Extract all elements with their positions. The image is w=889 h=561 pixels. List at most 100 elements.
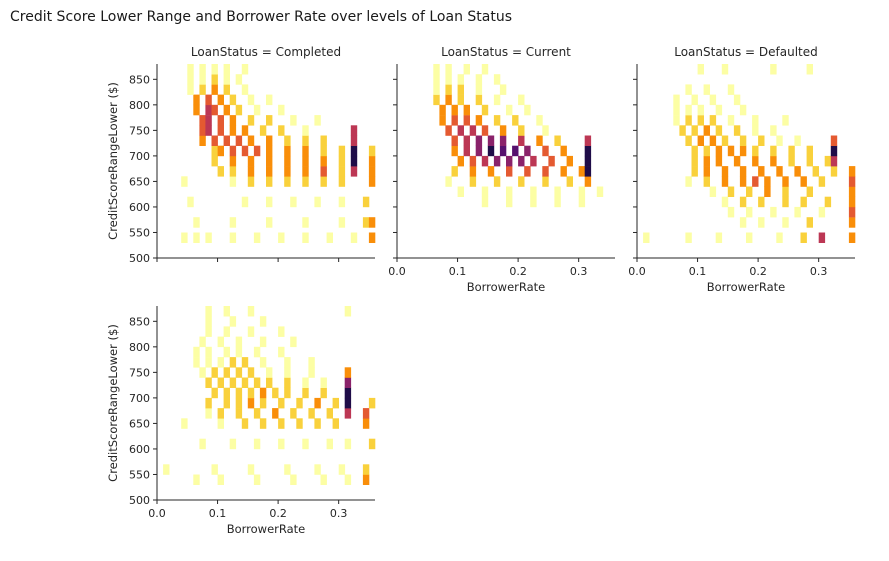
heatmap-cell: [338, 145, 346, 157]
heatmap-cell: [187, 74, 194, 85]
heatmap-cell: [362, 196, 370, 208]
heatmap-cell: [445, 64, 452, 75]
heatmap-cell: [278, 397, 285, 409]
heatmap-cell: [193, 474, 200, 485]
facet-panel-1: LoanStatus = Completed 500 550 600 650 700 750…: [106, 45, 376, 265]
heatmap-cell: [806, 145, 813, 157]
heatmap-cell: [715, 145, 723, 157]
heatmap-cell: [463, 135, 470, 146]
heatmap-cell: [266, 196, 273, 208]
heatmap-cell: [578, 166, 586, 177]
heatmap-cell: [344, 367, 352, 378]
heatmap-cell: [284, 166, 291, 177]
heatmap-cell: [205, 357, 212, 368]
heatmap-cell: [685, 176, 692, 187]
heatmap-cell: [205, 408, 212, 419]
heatmap-cell: [848, 166, 856, 177]
x-axis-label: BorrowerRate: [707, 280, 786, 294]
heatmap-cell: [338, 166, 346, 177]
heatmap-cell: [721, 135, 729, 146]
heatmap-cell: [770, 145, 777, 157]
heatmap-cell: [229, 377, 237, 388]
x-tick-label: 0.2: [749, 265, 767, 278]
heatmap-cell: [368, 438, 376, 450]
heatmap-cell: [739, 176, 747, 187]
y-tick-label: 750: [129, 124, 150, 137]
heatmap-cell: [487, 145, 495, 157]
heatmap-cell: [457, 74, 464, 85]
heatmap-cell: [205, 397, 212, 409]
heatmap-cell: [302, 438, 309, 450]
heatmap-cell: [518, 135, 525, 146]
heatmap-cell: [193, 346, 200, 358]
heatmap-cell: [733, 125, 741, 136]
heatmap-cell: [554, 186, 561, 197]
heatmap-cell: [229, 232, 237, 243]
heatmap-cell: [205, 316, 212, 327]
heatmap-cell: [493, 94, 501, 106]
heatmap-cell: [205, 125, 212, 136]
heatmap-cell: [247, 176, 255, 187]
heatmap-cell: [229, 94, 237, 106]
heatmap-cell: [764, 176, 771, 187]
heatmap-cell: [739, 217, 747, 228]
heatmap-cell: [830, 135, 838, 146]
heatmap-cell: [794, 206, 801, 218]
heatmap-cell: [320, 166, 327, 177]
heatmap-cell: [199, 74, 206, 85]
heatmap-cell: [548, 155, 555, 167]
heatmap-cell: [560, 166, 567, 177]
heatmap-cell: [193, 94, 200, 106]
heatmap-cell: [344, 377, 352, 388]
heatmap-cell: [499, 145, 507, 157]
y-axis-label: CreditScoreRangeLower ($): [106, 82, 120, 240]
heatmap-cell: [475, 74, 483, 85]
heatmap-cell: [308, 357, 315, 368]
heatmap-cell: [463, 64, 470, 75]
y-tick-label: 550: [129, 468, 150, 481]
heatmap-cell: [518, 176, 525, 187]
x-tick-label: 0.3: [330, 507, 348, 520]
heatmap-cell: [229, 176, 237, 187]
heatmap-cell: [241, 377, 249, 388]
heatmap-cell: [253, 438, 261, 450]
heatmap-cell: [739, 145, 747, 157]
heatmap-cell: [223, 135, 230, 146]
heatmap-cell: [368, 145, 376, 157]
heatmap-cell: [727, 145, 735, 157]
heatmap-cell: [368, 155, 376, 167]
heatmap-cell: [848, 176, 856, 187]
heatmap-cell: [338, 217, 346, 228]
heatmap-cell: [451, 104, 458, 116]
heatmap-cell: [848, 186, 856, 197]
heatmap-cell: [217, 115, 224, 126]
heatmap-cell: [518, 94, 525, 106]
heatmap-cell: [308, 408, 315, 419]
heatmap-cell: [247, 326, 255, 337]
heatmap-cell: [368, 217, 376, 228]
heatmap-cell: [290, 336, 297, 348]
heatmap-cell: [302, 387, 309, 399]
heatmap-cell: [800, 232, 807, 243]
heatmap-cell: [266, 176, 273, 187]
heatmap-cell: [163, 464, 170, 475]
heatmap-cell: [457, 186, 464, 197]
heatmap-cell: [247, 387, 255, 399]
heatmap-cell: [350, 135, 358, 146]
heatmap-cell: [830, 166, 838, 177]
heatmap-cell: [457, 94, 464, 106]
heatmap-cell: [739, 135, 747, 146]
heatmap-cell: [451, 145, 458, 157]
heatmap-cell: [266, 217, 273, 228]
heatmap-cell: [199, 438, 206, 450]
heatmap-cell: [512, 145, 519, 157]
heatmap-cell: [278, 346, 285, 358]
heatmap-cell: [739, 104, 747, 116]
heatmap-cell: [193, 232, 200, 243]
heatmap-cell: [217, 336, 224, 348]
heatmap-cell: [211, 84, 218, 95]
heatmap-cell: [266, 94, 273, 106]
heatmap-cell: [475, 135, 483, 146]
heatmap-cell: [721, 166, 729, 177]
heatmap-cell: [469, 166, 477, 177]
